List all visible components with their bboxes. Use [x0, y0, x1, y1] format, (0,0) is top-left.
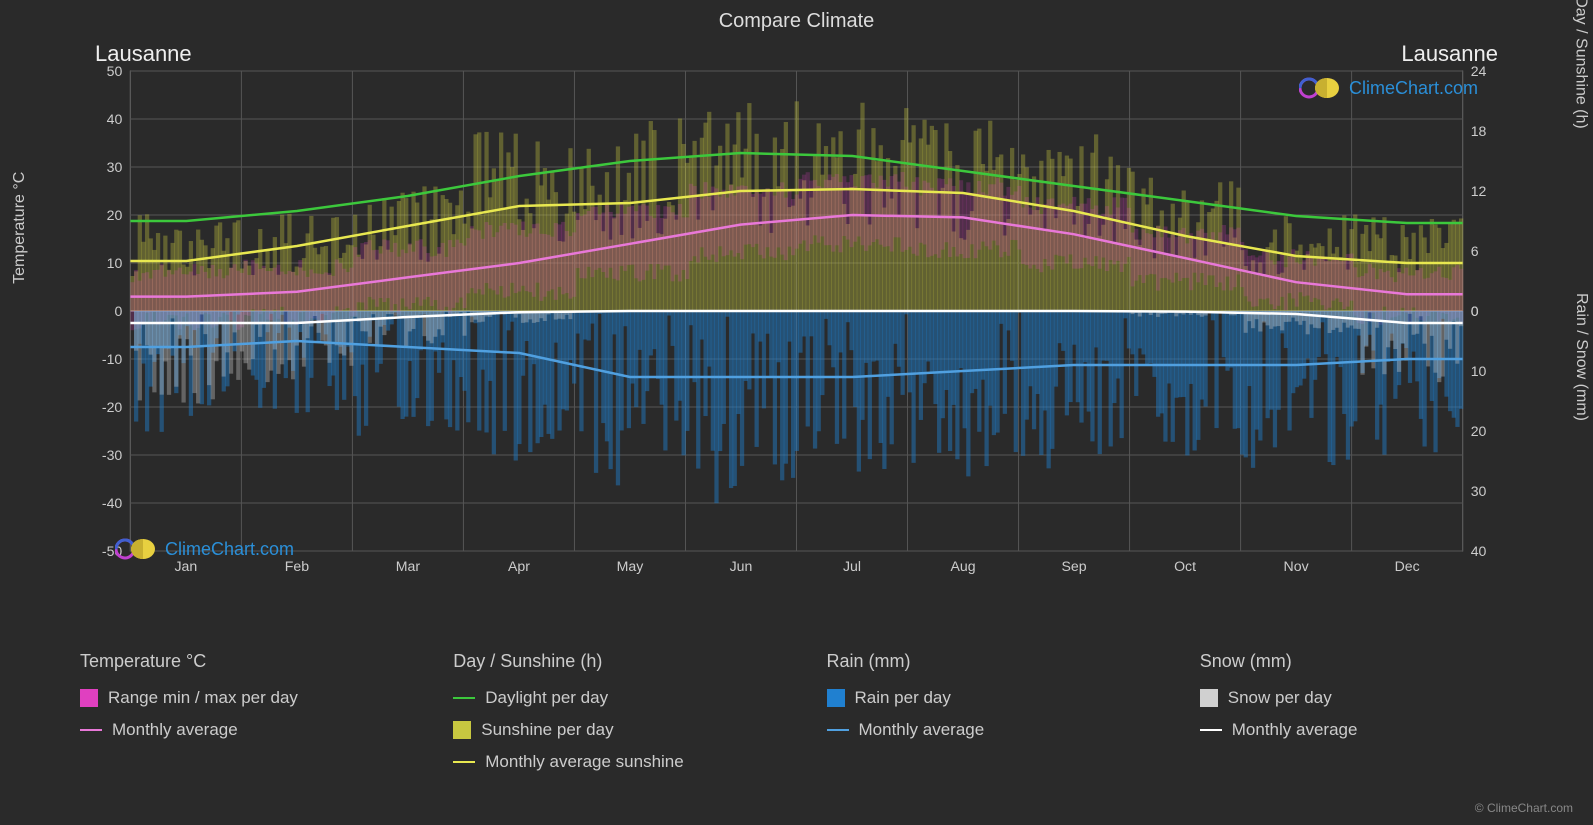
legend-label: Rain per day — [855, 688, 951, 708]
legend-group-title: Temperature °C — [80, 651, 393, 672]
legend-item: Rain per day — [827, 688, 1140, 708]
legend-swatch — [80, 729, 102, 731]
svg-text:10: 10 — [107, 255, 123, 271]
legend-item: Monthly average — [827, 720, 1140, 740]
svg-text:May: May — [617, 558, 644, 574]
legend-swatch — [80, 689, 98, 707]
legend-item: Monthly average — [1200, 720, 1513, 740]
legend-label: Sunshine per day — [481, 720, 613, 740]
legend-item: Snow per day — [1200, 688, 1513, 708]
legend-group: Snow (mm) Snow per day Monthly average — [1200, 651, 1513, 784]
legend-label: Monthly average — [1232, 720, 1358, 740]
svg-text:Dec: Dec — [1395, 558, 1420, 574]
legend-group-title: Snow (mm) — [1200, 651, 1513, 672]
legend-group: Temperature °C Range min / max per day Mon… — [80, 651, 393, 784]
svg-text:20: 20 — [107, 207, 123, 223]
legend-label: Monthly average sunshine — [485, 752, 683, 772]
svg-text:Oct: Oct — [1174, 558, 1196, 574]
city-label-right: Lausanne — [1401, 41, 1498, 67]
svg-text:Jul: Jul — [843, 558, 861, 574]
legend-item: Sunshine per day — [453, 720, 766, 740]
svg-text:-10: -10 — [102, 351, 123, 367]
legend-group: Rain (mm) Rain per day Monthly average — [827, 651, 1140, 784]
legend-swatch — [453, 697, 475, 699]
svg-text:-20: -20 — [102, 399, 123, 415]
svg-text:-30: -30 — [102, 447, 123, 463]
axis-label-right-bottom: Rain / Snow (mm) — [1572, 293, 1590, 421]
svg-text:40: 40 — [1471, 543, 1487, 559]
legend-swatch — [827, 689, 845, 707]
svg-text:30: 30 — [1471, 483, 1487, 499]
legend-item: Monthly average sunshine — [453, 752, 766, 772]
svg-text:20: 20 — [1471, 423, 1487, 439]
legend-label: Snow per day — [1228, 688, 1332, 708]
svg-text:30: 30 — [107, 159, 123, 175]
chart-title: Compare Climate — [30, 10, 1563, 33]
climechart-icon — [1299, 76, 1343, 100]
svg-text:0: 0 — [114, 303, 122, 319]
legend-swatch — [1200, 729, 1222, 731]
legend-group-title: Day / Sunshine (h) — [453, 651, 766, 672]
legend-label: Monthly average — [112, 720, 238, 740]
legend-swatch — [1200, 689, 1218, 707]
svg-text:12: 12 — [1471, 183, 1487, 199]
legend-swatch — [453, 721, 471, 739]
svg-text:-40: -40 — [102, 495, 123, 511]
legend-label: Range min / max per day — [108, 688, 298, 708]
legend-swatch — [453, 761, 475, 763]
svg-text:Nov: Nov — [1284, 558, 1309, 574]
svg-text:Mar: Mar — [396, 558, 421, 574]
svg-text:40: 40 — [107, 111, 123, 127]
brand-text: ClimeChart.com — [165, 539, 294, 560]
brand-logo-top: ClimeChart.com — [1299, 76, 1478, 100]
axis-label-right-top: Day / Sunshine (h) — [1572, 0, 1590, 129]
city-label-left: Lausanne — [95, 41, 192, 67]
legend: Temperature °C Range min / max per day Mon… — [30, 621, 1563, 784]
legend-item: Range min / max per day — [80, 688, 393, 708]
copyright: © ClimeChart.com — [1475, 801, 1573, 815]
svg-text:Apr: Apr — [508, 558, 530, 574]
svg-text:10: 10 — [1471, 363, 1487, 379]
climate-chart-svg: 50403020100-10-20-30-40-5024181260010203… — [90, 61, 1503, 581]
svg-text:0: 0 — [1471, 303, 1479, 319]
legend-group-title: Rain (mm) — [827, 651, 1140, 672]
axis-label-left: Temperature °C — [11, 172, 29, 284]
legend-label: Daylight per day — [485, 688, 608, 708]
svg-text:Jun: Jun — [730, 558, 753, 574]
svg-text:Sep: Sep — [1061, 558, 1086, 574]
legend-label: Monthly average — [859, 720, 985, 740]
legend-item: Daylight per day — [453, 688, 766, 708]
svg-text:Aug: Aug — [950, 558, 975, 574]
svg-text:18: 18 — [1471, 123, 1487, 139]
legend-group: Day / Sunshine (h) Daylight per day Sunshi… — [453, 651, 766, 784]
legend-item: Monthly average — [80, 720, 393, 740]
climechart-icon — [115, 537, 159, 561]
chart-wrapper: Lausanne Lausanne Temperature °C Day / S… — [30, 41, 1563, 621]
legend-swatch — [827, 729, 849, 731]
svg-text:6: 6 — [1471, 243, 1479, 259]
brand-logo-bottom: ClimeChart.com — [115, 537, 294, 561]
chart-area: 50403020100-10-20-30-40-5024181260010203… — [90, 61, 1503, 581]
brand-text: ClimeChart.com — [1349, 78, 1478, 99]
